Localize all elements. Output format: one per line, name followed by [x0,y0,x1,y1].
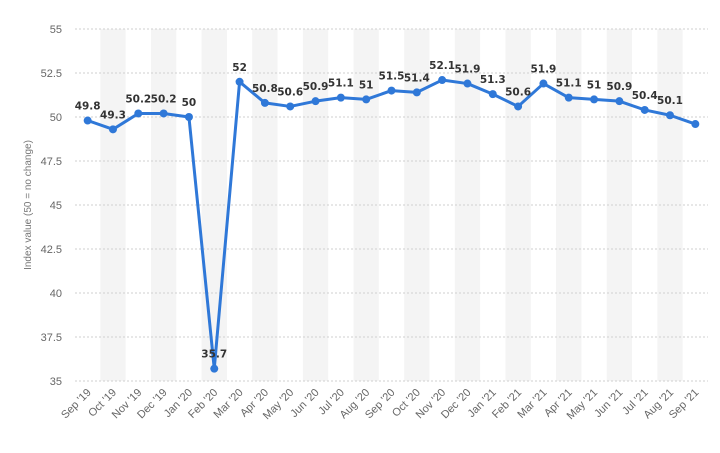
data-point [134,109,143,118]
data-point [640,105,649,114]
data-point [488,90,497,99]
data-point [336,93,345,102]
x-tick-label: Sep '19 [59,387,94,422]
data-label: 50.2 [125,93,151,105]
data-label: 50.1 [657,95,683,107]
y-tick-label: 45 [50,200,62,212]
data-label: 49.8 [75,101,101,113]
data-point [691,120,700,129]
column-band [353,29,379,381]
data-point [590,95,599,104]
x-tick-label: Jun '21 [592,387,625,420]
data-label: 51 [587,79,602,91]
data-label: 50.9 [606,81,632,93]
data-label: 50.6 [505,86,531,98]
data-label: 50.6 [277,86,303,98]
series-path [86,78,697,371]
data-point [387,86,396,95]
y-tick-label: 35 [50,376,62,388]
y-axis-title: Index value (50 = no change) [23,140,34,270]
data-point [438,76,447,85]
data-label: 50.8 [252,83,278,95]
data-label: 35.7 [201,349,227,361]
y-tick-label: 40 [50,288,62,300]
data-label: 50 [182,97,197,109]
data-point [210,364,219,373]
data-label: 50.2 [151,93,177,105]
series-line [86,78,697,371]
data-point [260,98,269,107]
y-tick-label: 37.5 [41,332,62,344]
data-label: 51.9 [530,64,556,76]
data-point [311,97,320,106]
data-point [159,109,168,118]
data-point [362,95,371,104]
data-point [83,116,92,125]
column-band [505,29,531,381]
data-point [184,113,193,121]
y-tick-label: 55 [50,24,62,36]
data-point [539,79,548,88]
data-points [83,76,700,373]
x-tick-label: Jun '20 [288,387,321,420]
data-point [564,93,573,102]
y-tick-label: 42.5 [41,244,62,256]
data-label: 51.1 [328,78,354,90]
data-label: 51.1 [556,78,582,90]
data-point [615,97,624,106]
data-point [108,125,117,134]
y-tick-label: 50 [50,112,62,124]
y-tick-label: 47.5 [41,156,62,168]
data-label: 51.3 [480,74,506,86]
data-point [666,111,675,120]
y-axis-ticks: 35 37.5 40 42.5 45 47.5 50 52.5 55 [41,24,62,388]
column-band [201,29,227,381]
data-point [286,102,295,111]
data-label: 49.3 [100,109,126,121]
data-label: 51 [359,79,374,91]
data-label: 51.9 [454,64,480,76]
data-label: 51.5 [379,71,405,83]
data-label: 50.9 [303,81,329,93]
data-point [235,77,244,86]
data-label: 51.4 [404,72,430,84]
data-point [412,88,421,97]
data-point [463,79,472,88]
column-band [657,29,683,381]
data-label: 50.4 [632,90,658,102]
y-tick-label: 52.5 [41,68,62,80]
data-label: 52 [232,62,247,74]
data-point [514,102,523,111]
data-label: 52.1 [429,60,455,72]
